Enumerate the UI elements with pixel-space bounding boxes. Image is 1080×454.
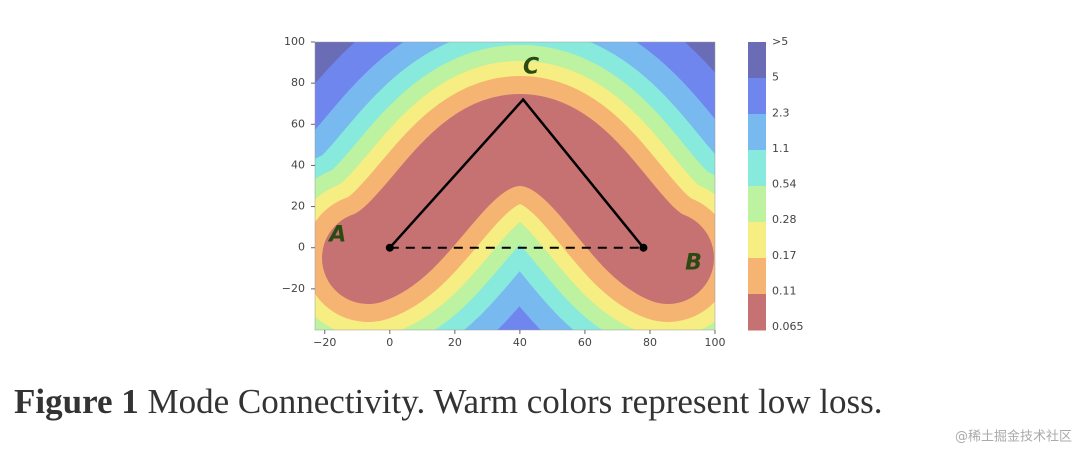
- colorbar-label: 0.065: [772, 320, 804, 333]
- colorbar-label: >5: [772, 35, 788, 48]
- colorbar-label: 0.11: [772, 284, 797, 297]
- caption-label: Figure 1: [14, 382, 139, 421]
- x-tick-label: 0: [386, 336, 393, 349]
- y-tick-label: 40: [291, 158, 305, 171]
- colorbar-label: 0.28: [772, 213, 797, 226]
- curve-path: [388, 97, 645, 249]
- point-label: B: [685, 251, 702, 276]
- y-tick-label: 100: [284, 35, 305, 48]
- y-tick-label: 80: [291, 76, 305, 89]
- colorbar-label: 1.1: [772, 142, 790, 155]
- caption-text: Mode Connectivity. Warm colors represent…: [148, 382, 883, 421]
- watermark: @稀土掘金技术社区: [955, 429, 1072, 445]
- colorbar-label: 5: [772, 71, 779, 84]
- y-tick-label: −20: [282, 282, 305, 295]
- y-tick-label: 60: [291, 117, 305, 130]
- point-label: A: [327, 223, 346, 248]
- colorbar-band: [748, 150, 766, 187]
- x-tick-label: 60: [578, 336, 592, 349]
- colorbar-band: [748, 186, 766, 223]
- colorbar-band: [748, 114, 766, 151]
- x-tick-label: 20: [448, 336, 462, 349]
- contour-fill: [315, 42, 715, 330]
- colorbar-label: 2.3: [772, 106, 790, 119]
- colorbar-label: 0.17: [772, 249, 797, 262]
- y-tick-label: 20: [291, 200, 305, 213]
- point-label: C: [523, 55, 539, 80]
- x-tick-label: 40: [513, 336, 527, 349]
- colorbar-band: [748, 78, 766, 115]
- y-tick-label: 0: [298, 241, 305, 254]
- colorbar-label: 0.54: [772, 178, 797, 191]
- x-tick-label: 80: [643, 336, 657, 349]
- caption: Figure 1 Mode Connectivity. Warm colors …: [14, 382, 882, 421]
- mode-point: [639, 243, 648, 252]
- colorbar-band: [748, 42, 766, 79]
- plot-frame: [314, 41, 716, 331]
- colorbar-band: [748, 258, 766, 295]
- colorbar-band: [748, 222, 766, 259]
- x-tick-label: 100: [705, 336, 726, 349]
- mode-point: [385, 243, 394, 252]
- colorbar-band: [748, 294, 766, 331]
- x-tick-label: −20: [313, 336, 336, 349]
